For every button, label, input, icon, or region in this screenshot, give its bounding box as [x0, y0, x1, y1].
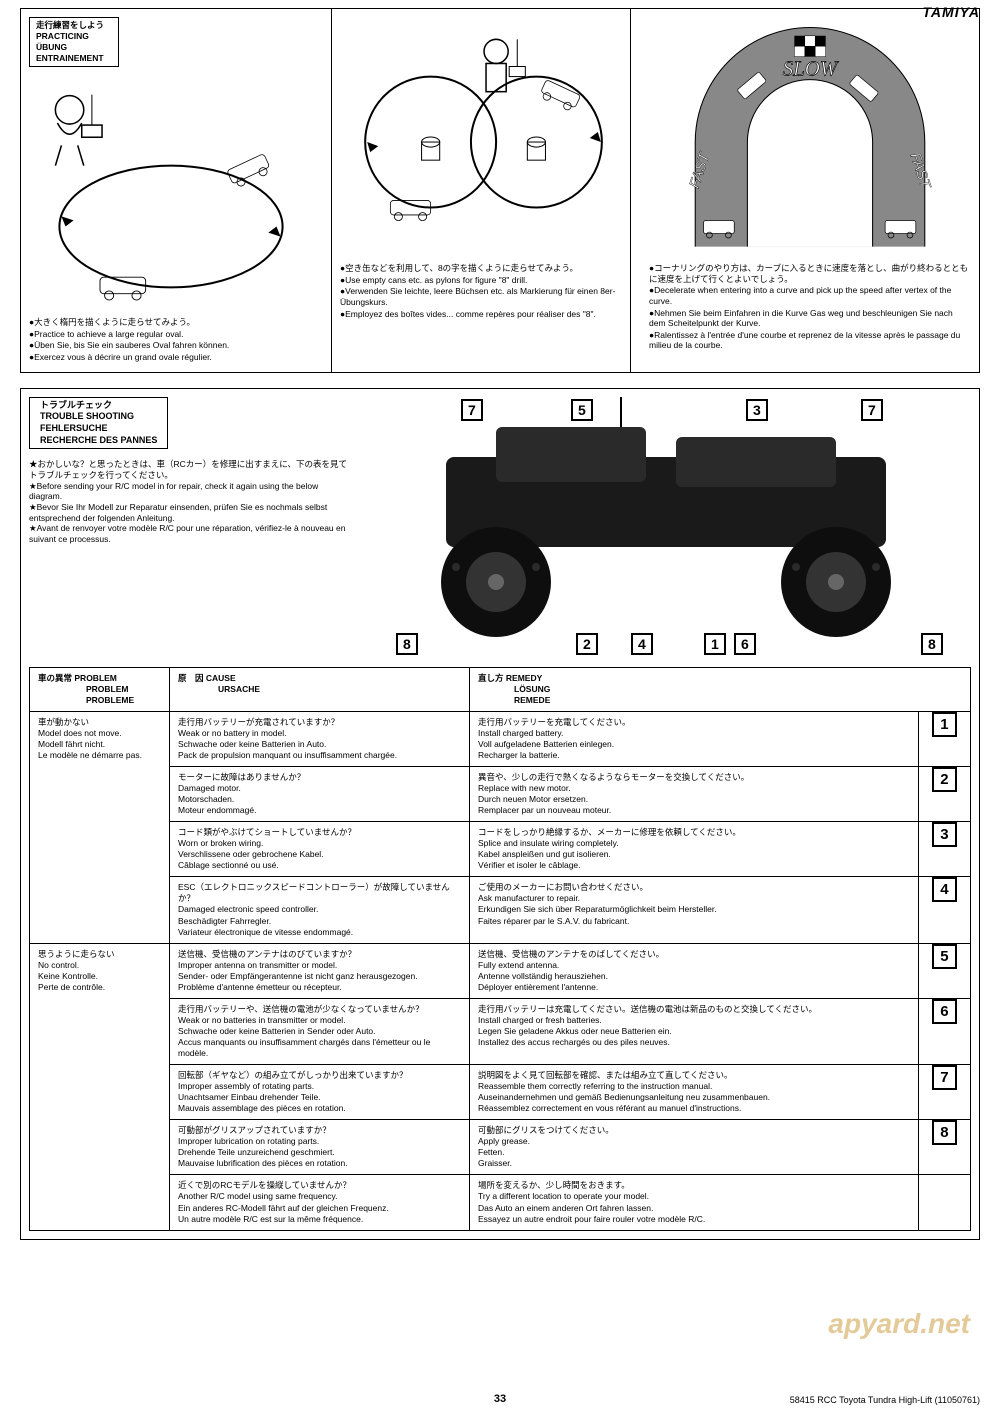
- callout-5: 5: [571, 399, 593, 421]
- text-de: ●Üben Sie, bis Sie ein sauberes Oval fah…: [29, 340, 313, 351]
- table-row: 走行用バッテリーや、送信機の電池が少なくなっていませんか？Weak or no …: [30, 998, 971, 1064]
- table-row: 回転部（ギヤなど）の組み立てがしっかり出来ていますか？Improper asse…: [30, 1065, 971, 1120]
- text-jp: ●コーナリングのやり方は、カーブに入るときに速度を落とし、曲がり終わるとともに速…: [649, 263, 971, 284]
- heading-jp: 走行練習をしよう: [36, 20, 104, 31]
- practicing-section: 走行練習をしよう PRACTICING ÜBUNG ENTRAINEMENT ●…: [20, 8, 980, 373]
- text-fr: ●Ralentissez à l'entrée d'une courbe et …: [649, 330, 971, 351]
- remedy-cell: 可動部にグリスをつけてください。Apply grease.Fetten.Grai…: [470, 1120, 919, 1175]
- heading-fr: RECHERCHE DES PANNES: [40, 435, 157, 447]
- remedy-cell: 送信機、受信機のアンテナをのばしてください。Fully extend anten…: [470, 943, 919, 998]
- number-cell: 8: [918, 1120, 970, 1175]
- page-number: 33: [494, 1393, 506, 1405]
- number-cell: 5: [918, 943, 970, 998]
- heading-fr: ENTRAINEMENT: [36, 53, 104, 64]
- remedy-cell: 場所を変えるか、少し時間をおきます。Try a different locati…: [470, 1175, 919, 1230]
- table-row: 車が動かないModel does not move.Modell fährt n…: [30, 711, 971, 766]
- table-row: コード類がやぶけてショートしていませんか？Worn or broken wiri…: [30, 822, 971, 877]
- cause-cell: 可動部がグリスアップされていますか？Improper lubrication o…: [170, 1120, 470, 1175]
- heading-en: TROUBLE SHOOTING: [40, 411, 157, 423]
- cause-cell: コード類がやぶけてショートしていませんか？Worn or broken wiri…: [170, 822, 470, 877]
- watermark: apyard.net: [828, 1308, 970, 1340]
- cause-cell: ESC（エレクトロニックスピードコントローラー）が故障していませんか？Damag…: [170, 877, 470, 943]
- number-cell: 2: [918, 767, 970, 822]
- text-en: ●Use empty cans etc. as pylons for figur…: [340, 275, 622, 286]
- slow-label: SLOW: [783, 56, 839, 80]
- troubleshooting-table: 車の異常 PROBLEM PROBLEM PROBLEME 原 因 CAUSE …: [29, 667, 971, 1231]
- text-de: ●Nehmen Sie beim Einfahren in die Kurve …: [649, 308, 971, 329]
- intro-jp: ★おかしいな？と思ったときは、車（RCカー）を修理に出すまえに、下の表を見てトラ…: [29, 459, 349, 480]
- remedy-cell: 走行用バッテリーは充電してください。送信機の電池は新品のものと交換してください。…: [470, 998, 919, 1064]
- practicing-col-oval: 走行練習をしよう PRACTICING ÜBUNG ENTRAINEMENT ●…: [21, 9, 321, 372]
- cause-cell: 送信機、受信機のアンテナはのびていますか？Improper antenna on…: [170, 943, 470, 998]
- number-cell: [918, 1175, 970, 1230]
- heading-de: ÜBUNG: [36, 42, 104, 53]
- callout-4: 4: [631, 633, 653, 655]
- callout-1: 1: [704, 633, 726, 655]
- practicing-col-figure8: ●空き缶などを利用して、8の字を描くように走らせてみよう。 ●Use empty…: [331, 9, 631, 372]
- problem-cell: 車が動かないModel does not move.Modell fährt n…: [30, 711, 170, 943]
- problem-cell: 思うように走らないNo control.Keine Kontrolle.Pert…: [30, 943, 170, 1230]
- cause-cell: 走行用バッテリーが充電されていますか？Weak or no battery in…: [170, 711, 470, 766]
- th-cause: 原 因 CAUSE URSACHE: [170, 667, 470, 711]
- table-row: 近くで別のRCモデルを操縦していませんか？Another R/C model u…: [30, 1175, 971, 1230]
- text-en: ●Decelerate when entering into a curve a…: [649, 285, 971, 306]
- chassis-diagram: 7 5 3 7 8 2 4 1 6 8: [361, 397, 971, 657]
- practicing-col-cornering: SLOW FAST FAST ●コーナリングのやり方は、カーブに入るときに速度を…: [641, 9, 979, 372]
- number-cell: 1: [918, 711, 970, 766]
- brand-label: TAMIYA: [922, 4, 980, 20]
- cause-cell: 近くで別のRCモデルを操縦していませんか？Another R/C model u…: [170, 1175, 470, 1230]
- troubleshooting-header: トラブルチェック TROUBLE SHOOTING FEHLERSUCHE RE…: [29, 397, 168, 450]
- text-jp: ●空き缶などを利用して、8の字を描くように走らせてみよう。: [340, 263, 622, 274]
- number-cell: 4: [918, 877, 970, 943]
- remedy-cell: 異音や、少しの走行で熱くなるようならモーターを交換してください。Replace …: [470, 767, 919, 822]
- number-cell: 7: [918, 1065, 970, 1120]
- intro-fr: ★Avant de renvoyer votre modèle R/C pour…: [29, 523, 349, 544]
- remedy-cell: 走行用バッテリーを充電してください。Install charged batter…: [470, 711, 919, 766]
- troubleshooting-section: トラブルチェック TROUBLE SHOOTING FEHLERSUCHE RE…: [20, 388, 980, 1240]
- callout-3: 3: [746, 399, 768, 421]
- callout-2: 2: [576, 633, 598, 655]
- callout-6: 6: [734, 633, 756, 655]
- th-remedy: 直し方 REMEDY LÖSUNG REMEDE: [470, 667, 971, 711]
- cause-cell: 回転部（ギヤなど）の組み立てがしっかり出来ていますか？Improper asse…: [170, 1065, 470, 1120]
- callout-7: 7: [461, 399, 483, 421]
- callout-7b: 7: [861, 399, 883, 421]
- table-row: 可動部がグリスアップされていますか？Improper lubrication o…: [30, 1120, 971, 1175]
- remedy-cell: 説明図をよく見て回転部を確認、または組み立て直してください。Reassemble…: [470, 1065, 919, 1120]
- cause-cell: モーターに故障はありませんか？Damaged motor.Motorschade…: [170, 767, 470, 822]
- text-en: ●Practice to achieve a large regular ova…: [29, 329, 313, 340]
- text-fr: ●Exercez vous à décrire un grand ovale r…: [29, 352, 313, 363]
- table-row: 思うように走らないNo control.Keine Kontrolle.Pert…: [30, 943, 971, 998]
- number-cell: 3: [918, 822, 970, 877]
- oval-illustration: [29, 71, 313, 311]
- callout-8: 8: [396, 633, 418, 655]
- number-cell: 6: [918, 998, 970, 1064]
- heading-en: PRACTICING: [36, 31, 104, 42]
- cornering-illustration: SLOW FAST FAST: [649, 17, 971, 257]
- practicing-header: 走行練習をしよう PRACTICING ÜBUNG ENTRAINEMENT: [29, 17, 119, 67]
- cause-cell: 走行用バッテリーや、送信機の電池が少なくなっていませんか？Weak or no …: [170, 998, 470, 1064]
- th-problem: 車の異常 PROBLEM PROBLEM PROBLEME: [30, 667, 170, 711]
- intro-en: ★Before sending your R/C model in for re…: [29, 481, 349, 502]
- troubleshooting-intro: トラブルチェック TROUBLE SHOOTING FEHLERSUCHE RE…: [29, 397, 349, 657]
- table-row: ESC（エレクトロニックスピードコントローラー）が故障していませんか？Damag…: [30, 877, 971, 943]
- heading-de: FEHLERSUCHE: [40, 423, 157, 435]
- text-fr: ●Employez des boîtes vides... comme repè…: [340, 309, 622, 320]
- figure8-illustration: [340, 17, 622, 257]
- remedy-cell: コードをしっかり絶縁するか、メーカーに修理を依頼してください。Splice an…: [470, 822, 919, 877]
- text-de: ●Verwenden Sie leichte, leere Büchsen et…: [340, 286, 622, 307]
- intro-de: ★Bevor Sie Ihr Modell zur Reparatur eins…: [29, 502, 349, 523]
- page-reference: 58415 RCC Toyota Tundra High-Lift (11050…: [790, 1395, 980, 1405]
- text-jp: ●大きく楕円を描くように走らせてみよう。: [29, 317, 313, 328]
- remedy-cell: ご使用のメーカーにお問い合わせください。Ask manufacturer to …: [470, 877, 919, 943]
- table-row: モーターに故障はありませんか？Damaged motor.Motorschade…: [30, 767, 971, 822]
- callout-8b: 8: [921, 633, 943, 655]
- heading-jp: トラブルチェック: [40, 400, 157, 412]
